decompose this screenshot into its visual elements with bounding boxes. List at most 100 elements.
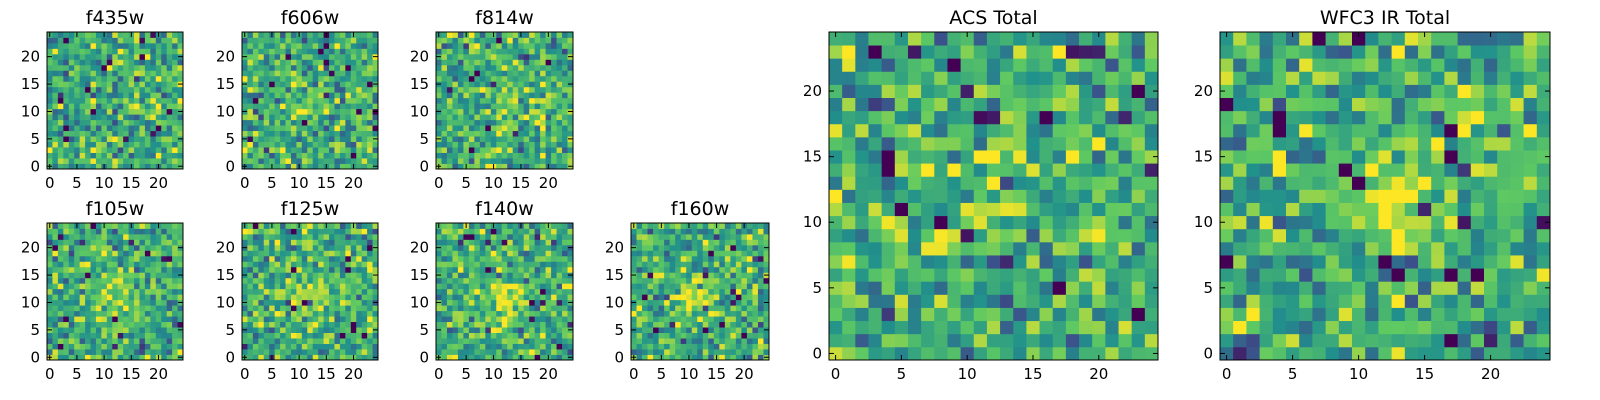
heatmap-cell	[345, 136, 352, 142]
heatmap-cell	[106, 327, 113, 333]
heatmap-cell	[339, 332, 346, 339]
heatmap-cell	[496, 32, 503, 38]
heatmap-cell	[47, 125, 53, 132]
heatmap-cell	[512, 48, 519, 55]
heatmap-cell	[323, 141, 330, 148]
heatmap-cell	[512, 92, 519, 99]
heatmap-cell	[334, 310, 341, 317]
heatmap-cell	[485, 250, 492, 257]
heatmap-cell	[242, 147, 248, 153]
heatmap-cell	[702, 228, 709, 235]
heatmap-cell	[139, 266, 146, 273]
heatmap-cell	[269, 130, 276, 137]
heatmap-cell	[112, 158, 119, 164]
heatmap-cell	[1026, 255, 1040, 269]
heatmap-cell	[545, 59, 552, 66]
heatmap-cell	[68, 97, 75, 104]
heatmap-cell	[485, 294, 492, 301]
heatmap-cell	[90, 283, 97, 290]
heatmap-cell	[372, 158, 379, 164]
heatmap-cell	[1118, 176, 1133, 190]
heatmap-cell	[562, 158, 568, 164]
panel-title: f125w	[281, 198, 340, 220]
heatmap-cell	[556, 223, 563, 229]
heatmap-cell	[318, 42, 324, 49]
heatmap-cell	[551, 338, 557, 344]
heatmap-cell	[345, 223, 352, 229]
heatmap-cell	[642, 261, 648, 268]
heatmap-cell	[757, 310, 764, 317]
heatmap-cell	[551, 299, 557, 306]
heatmap-cell	[556, 86, 563, 93]
heatmap-cell	[452, 64, 459, 71]
heatmap-cell	[757, 277, 764, 284]
heatmap-cell	[441, 244, 448, 251]
heatmap-cell	[85, 125, 91, 132]
heatmap-cell	[501, 327, 508, 333]
heatmap-cell	[512, 108, 519, 115]
heatmap-cell	[296, 327, 303, 333]
heatmap-cell	[474, 97, 481, 104]
heatmap-cell	[960, 176, 975, 190]
heatmap-cell	[534, 266, 541, 273]
heatmap-cell	[691, 338, 698, 344]
heatmap-cell	[274, 321, 281, 328]
heatmap-cell	[702, 349, 709, 355]
heatmap-cell	[101, 250, 108, 257]
heatmap-cell	[79, 125, 86, 132]
heatmap-cell	[372, 338, 379, 344]
heatmap-cell	[1013, 281, 1027, 295]
heatmap-cell	[446, 103, 453, 110]
heatmap-cell	[134, 321, 140, 328]
heatmap-cell	[490, 92, 497, 99]
heatmap-cell	[490, 277, 497, 284]
heatmap-cell	[155, 130, 162, 137]
x-tick-label: 10	[290, 365, 309, 383]
heatmap-cell	[95, 288, 102, 295]
heatmap-cell	[518, 81, 525, 88]
heatmap-cell	[95, 147, 102, 153]
heatmap-cell	[934, 228, 948, 243]
heatmap-cell	[106, 48, 113, 55]
heatmap-cell	[134, 250, 140, 257]
heatmap-cell	[85, 277, 91, 284]
heatmap-cell	[562, 261, 568, 268]
heatmap-cell	[285, 327, 292, 333]
heatmap-cell	[562, 97, 568, 104]
heatmap-cell	[680, 283, 687, 290]
heatmap-cell	[372, 283, 379, 290]
heatmap-cell	[296, 277, 303, 284]
heatmap-cell	[134, 81, 140, 88]
heatmap-cell	[161, 266, 168, 273]
heatmap-cell	[258, 125, 265, 132]
heatmap-cell	[490, 272, 497, 279]
heatmap-cell	[47, 343, 53, 350]
heatmap-cell	[468, 261, 475, 268]
heatmap-cell	[252, 48, 259, 55]
heatmap-cell	[307, 158, 314, 164]
heatmap-cell	[166, 228, 173, 235]
heatmap-cell	[479, 294, 486, 301]
heatmap-cell	[556, 305, 563, 312]
heatmap-cell	[501, 354, 508, 361]
heatmap-cell	[323, 332, 330, 339]
heatmap-cell	[436, 147, 442, 153]
heatmap-cell	[90, 59, 97, 66]
heatmap-cell	[90, 305, 97, 312]
heatmap-cell	[636, 288, 643, 295]
heatmap-cell	[986, 189, 1001, 203]
heatmap-cell	[117, 158, 124, 164]
heatmap-cell	[68, 48, 75, 55]
heatmap-cell	[95, 272, 102, 279]
heatmap-cell	[258, 299, 265, 306]
heatmap-cell	[274, 305, 281, 312]
heatmap-cell	[436, 288, 442, 295]
heatmap-cell	[47, 239, 53, 246]
heatmap-cell	[534, 349, 541, 355]
heatmap-cell	[708, 354, 715, 361]
heatmap-cell	[372, 92, 379, 99]
heatmap-cell	[479, 152, 486, 159]
heatmap-cell	[85, 64, 91, 71]
heatmap-cell	[334, 32, 341, 38]
